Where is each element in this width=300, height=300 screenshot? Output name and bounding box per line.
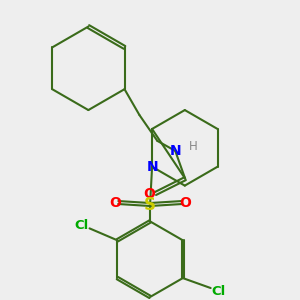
- Text: O: O: [110, 196, 121, 209]
- Text: O: O: [179, 196, 191, 209]
- Text: H: H: [189, 140, 197, 153]
- Text: N: N: [146, 160, 158, 174]
- Text: N: N: [169, 144, 181, 158]
- Text: S: S: [144, 196, 156, 214]
- Text: Cl: Cl: [212, 284, 226, 298]
- Text: O: O: [143, 187, 155, 201]
- Text: Cl: Cl: [74, 219, 89, 232]
